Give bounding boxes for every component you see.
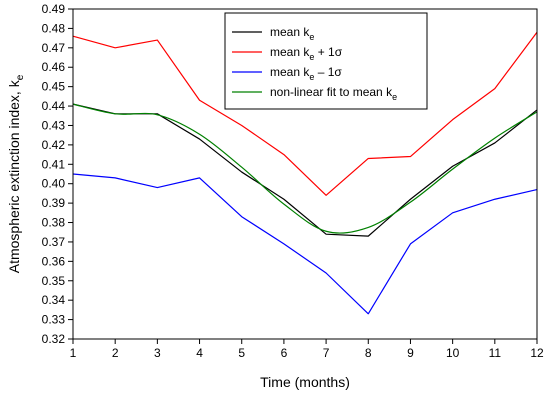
x-tick-label: 3 [154, 346, 161, 360]
x-axis: 1 2 3 4 5 6 7 8 9 10 11 12 [70, 339, 544, 360]
y-axis-title-sub: e [15, 74, 26, 80]
legend-label-plus: mean ke + 1σ [270, 45, 343, 62]
x-tick-label: 9 [407, 346, 414, 360]
y-tick-label: 0.49 [42, 2, 66, 16]
y-tick-label: 0.47 [42, 41, 66, 55]
y-tick-label: 0.43 [42, 118, 66, 132]
y-tick-label: 0.45 [42, 80, 66, 94]
legend-label-fit: non-linear fit to mean ke [270, 85, 397, 102]
y-tick-label: 0.37 [42, 235, 66, 249]
x-tick-label: 10 [446, 346, 460, 360]
legend-label-sub: e [309, 52, 314, 62]
y-tick-label: 0.42 [42, 138, 66, 152]
series-line-mean [72, 103, 538, 237]
y-tick-label: 0.36 [42, 254, 66, 268]
series-line-plus [72, 31, 538, 196]
x-tick-label: 2 [112, 346, 119, 360]
y-tick-label: 0.32 [42, 332, 66, 346]
legend-label-suffix: – 1σ [314, 65, 342, 79]
legend-label-minus: mean ke – 1σ [270, 65, 342, 82]
series-line-minus [72, 173, 538, 315]
x-tick-label: 1 [70, 346, 77, 360]
y-tick-label: 0.39 [42, 196, 66, 210]
y-tick-label: 0.40 [42, 177, 66, 191]
x-tick-label: 4 [196, 346, 203, 360]
y-tick-label: 0.33 [42, 313, 66, 327]
legend-box [224, 12, 428, 110]
y-tick-label: 0.34 [42, 293, 66, 307]
legend-label-suffix: + 1σ [314, 45, 342, 59]
x-tick-label: 11 [489, 346, 502, 360]
x-axis-title: Time (months) [260, 374, 350, 390]
x-tick-label: 8 [365, 346, 372, 360]
series-line-fit [72, 103, 538, 234]
legend-label-sub: e [392, 92, 397, 102]
legend-label-main: non-linear fit to mean k [270, 85, 393, 99]
legend-label-main: mean k [270, 65, 310, 79]
x-tick-label: 5 [238, 346, 245, 360]
y-tick-label: 0.46 [42, 60, 66, 74]
legend-label-mean: mean ke [270, 25, 314, 42]
x-tick-label: 7 [323, 346, 330, 360]
y-tick-label: 0.38 [42, 216, 66, 230]
y-axis: 0.32 0.33 0.34 0.35 0.36 0.37 0.38 0.39 0.40 0.41… [42, 2, 73, 346]
y-tick-label: 0.44 [42, 99, 66, 113]
legend-label-sub: e [309, 32, 314, 42]
y-axis-title-main: Atmospheric extinction index, k [6, 79, 22, 273]
y-tick-label: 0.41 [42, 157, 66, 171]
legend-label-sub: e [309, 72, 314, 82]
y-tick-label: 0.35 [42, 274, 66, 288]
x-tick-label: 6 [281, 346, 288, 360]
series-layer [72, 31, 538, 315]
plot-frame [72, 8, 538, 340]
y-axis-title: Atmospheric extinction index, ke [6, 74, 26, 273]
y-tick-label: 0.48 [42, 21, 66, 35]
legend-label-main: mean k [270, 25, 310, 39]
x-tick-label: 12 [530, 346, 544, 360]
legend-label-main: mean k [270, 45, 310, 59]
